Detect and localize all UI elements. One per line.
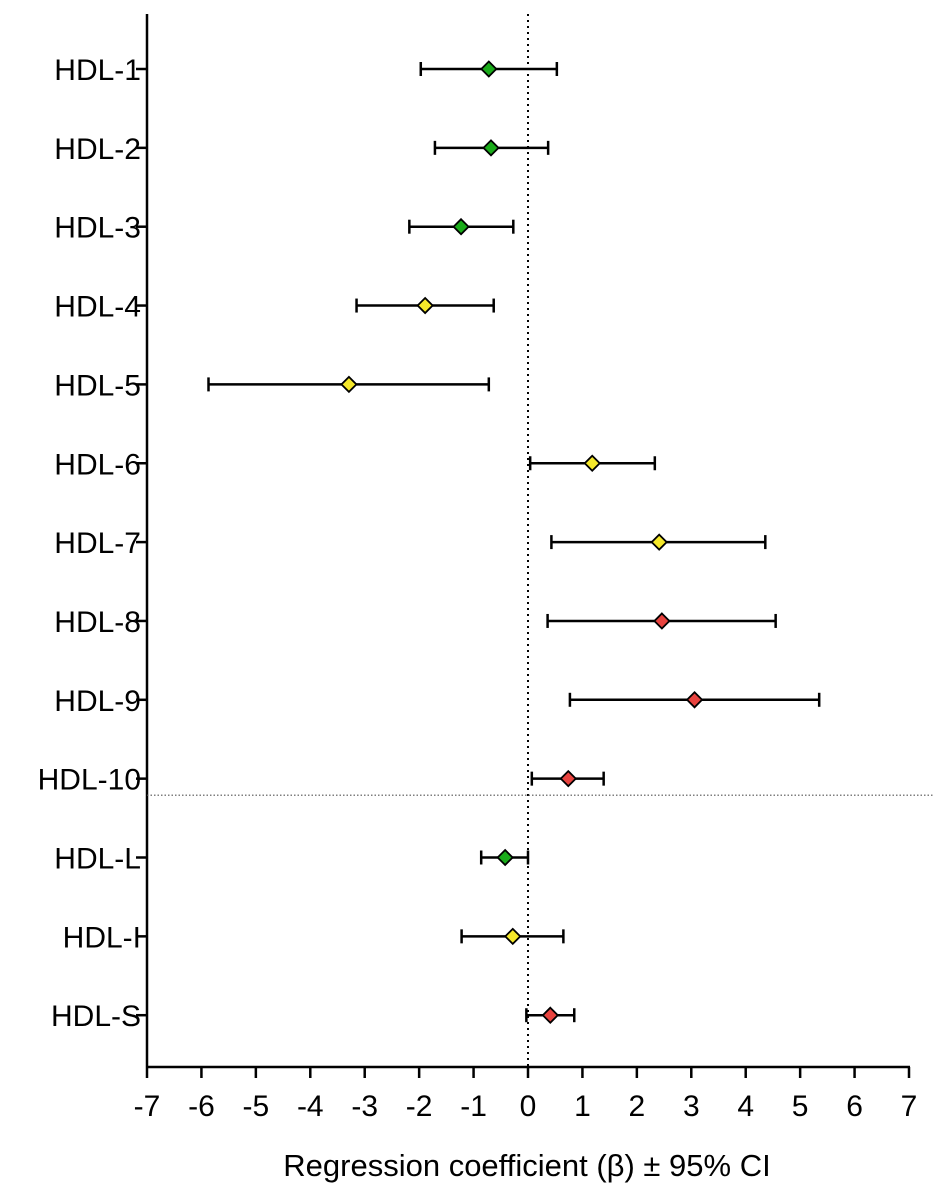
x-tick-label: 0 (520, 1090, 537, 1123)
y-tick-label: HDL-9 (54, 685, 141, 718)
x-tick-label: -2 (406, 1090, 433, 1123)
x-tick-label: -4 (297, 1090, 324, 1123)
point-marker (340, 375, 358, 394)
point-marker (496, 848, 514, 867)
point-marker (685, 691, 704, 709)
point-marker (480, 60, 498, 78)
point-marker (559, 769, 578, 788)
y-tick-label: HDL-6 (54, 448, 141, 481)
y-tick-label: HDL-2 (54, 133, 141, 166)
plot-area: -7 -6 -5 -4 -3 -2 -1 0 1 2 3 4 5 6 7 HDL-1 HDL-2 HDL-3 HDL… (38, 14, 933, 1123)
x-tick-label: 3 (683, 1090, 700, 1123)
point-marker (416, 296, 434, 315)
x-tick-label: 1 (574, 1090, 591, 1123)
y-tick-label: HDL-4 (54, 291, 141, 324)
point-marker (583, 454, 601, 473)
point-marker (503, 927, 522, 946)
y-tick-label: HDL-8 (54, 606, 141, 639)
x-tick-label: 6 (846, 1090, 863, 1123)
x-axis-title: Regression coefficient (β) ± 95% CI (283, 1148, 770, 1183)
x-tick-label: -5 (243, 1090, 270, 1123)
y-tick-label: HDL-I (63, 921, 141, 954)
y-tick-label: HDL-5 (54, 369, 141, 402)
x-tick-label: -3 (351, 1090, 378, 1123)
x-tick-label: 2 (629, 1090, 646, 1123)
y-tick-label: HDL-3 (54, 212, 141, 245)
y-tick-label: HDL-1 (54, 54, 141, 87)
point-marker (653, 612, 671, 630)
y-tick-label: HDL-10 (38, 764, 141, 797)
x-tick-label: -7 (134, 1090, 161, 1123)
y-tick-label: HDL-S (51, 1000, 141, 1033)
x-tick-label: 5 (792, 1090, 809, 1123)
x-tick-label: 7 (901, 1090, 918, 1123)
y-tick-label: HDL-7 (54, 527, 141, 560)
y-tick-label: HDL-L (54, 843, 141, 876)
x-tick-label: 4 (737, 1090, 754, 1123)
point-marker (650, 533, 668, 551)
x-tick-label: -6 (188, 1090, 215, 1123)
point-marker (541, 1006, 560, 1024)
x-tick-label: -1 (460, 1090, 487, 1123)
point-marker (452, 217, 470, 236)
point-marker (482, 139, 500, 157)
